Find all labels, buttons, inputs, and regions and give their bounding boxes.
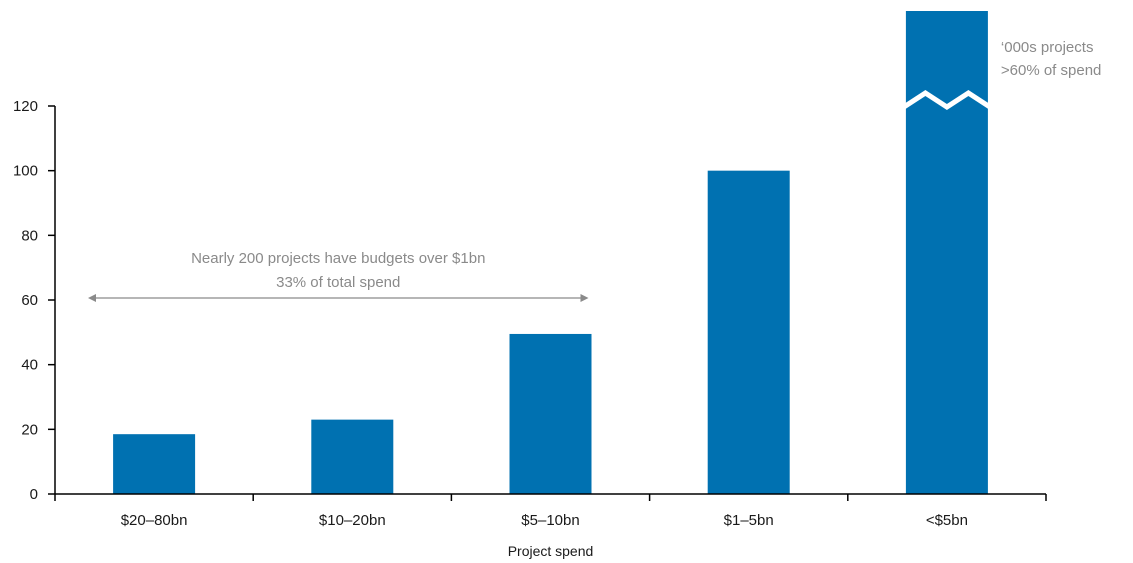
bar (707, 170, 790, 494)
y-tick-label: 60 (21, 292, 38, 309)
bar (905, 11, 988, 494)
y-tick-label: 120 (13, 98, 38, 115)
x-ticks-group (54, 494, 1047, 501)
x-tick-label: $20–80bn (121, 512, 188, 529)
range-annotation: Nearly 200 projects have budgets over $1… (88, 250, 589, 302)
y-tick-label: 0 (30, 486, 38, 503)
bar (113, 434, 196, 494)
range-annotation-line2: 33% of total spend (276, 274, 400, 291)
bar (311, 419, 394, 494)
break-annotation-line1: ‘000s projects (1001, 39, 1094, 56)
x-tick-label: $5–10bn (521, 512, 579, 529)
arrowhead-left-icon (88, 294, 96, 302)
x-axis-title: Project spend (508, 543, 594, 559)
x-tick-label: $10–20bn (319, 512, 386, 529)
axis-break-marker (902, 90, 992, 110)
break-annotation-line2: >60% of spend (1001, 62, 1102, 79)
x-tick-label: $1–5bn (724, 512, 774, 529)
y-tick-label: 20 (21, 421, 38, 438)
bar (509, 333, 592, 494)
y-tick-label: 80 (21, 227, 38, 244)
bars-group (113, 11, 988, 494)
y-tick-label: 40 (21, 357, 38, 374)
category-labels-group: $20–80bn $10–20bn $5–10bn $1–5bn <$5bn (121, 512, 968, 529)
arrowhead-right-icon (580, 294, 589, 302)
y-tick-label: 100 (13, 163, 38, 180)
break-annotation: ‘000s projects >60% of spend (1001, 39, 1102, 79)
y-ticks-group: 0 20 40 60 80 100 120 (13, 98, 55, 503)
x-tick-label: <$5bn (926, 512, 968, 529)
zigzag-break (902, 90, 992, 110)
range-annotation-line1: Nearly 200 projects have budgets over $1… (191, 250, 485, 267)
